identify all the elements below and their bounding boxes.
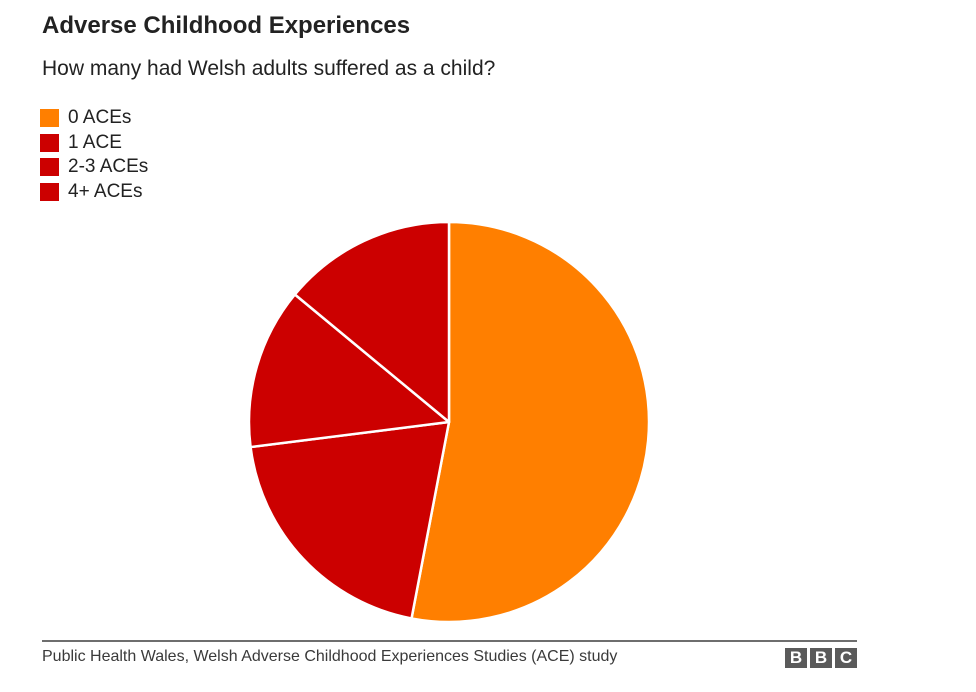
legend: 0 ACEs 1 ACE 2-3 ACEs 4+ ACEs [40,106,148,204]
footer-divider [42,640,857,642]
legend-swatch [40,133,59,152]
legend-item-0-aces: 0 ACEs [40,106,148,131]
pie-slice-4-aces [293,220,451,424]
legend-item-4-plus-aces: 4+ ACEs [40,180,148,205]
bbc-logo-letter: C [835,648,857,668]
legend-label: 0 ACEs [68,107,132,129]
source-note: Public Health Wales, Welsh Adverse Child… [42,648,618,665]
legend-swatch [40,182,59,201]
pie-slice-1-ace [249,420,451,620]
legend-swatch [40,158,59,177]
legend-label: 4+ ACEs [68,180,143,202]
legend-label: 1 ACE [68,131,122,153]
bbc-logo: B B C [785,648,857,668]
chart-title: Adverse Childhood Experiences [42,12,411,39]
legend-swatch [40,109,59,128]
legend-label: 2-3 ACEs [68,156,149,178]
pie-slice-0-aces [410,220,651,624]
chart-subtitle: How many had Welsh adults suffered as a … [42,57,496,80]
bbc-logo-letter: B [785,648,807,668]
pie-slices [247,220,651,624]
pie-slice-2-3-aces [247,293,451,449]
bbc-logo-letter: B [810,648,832,668]
legend-item-2-3-aces: 2-3 ACEs [40,155,148,180]
legend-item-1-ace: 1 ACE [40,131,148,156]
